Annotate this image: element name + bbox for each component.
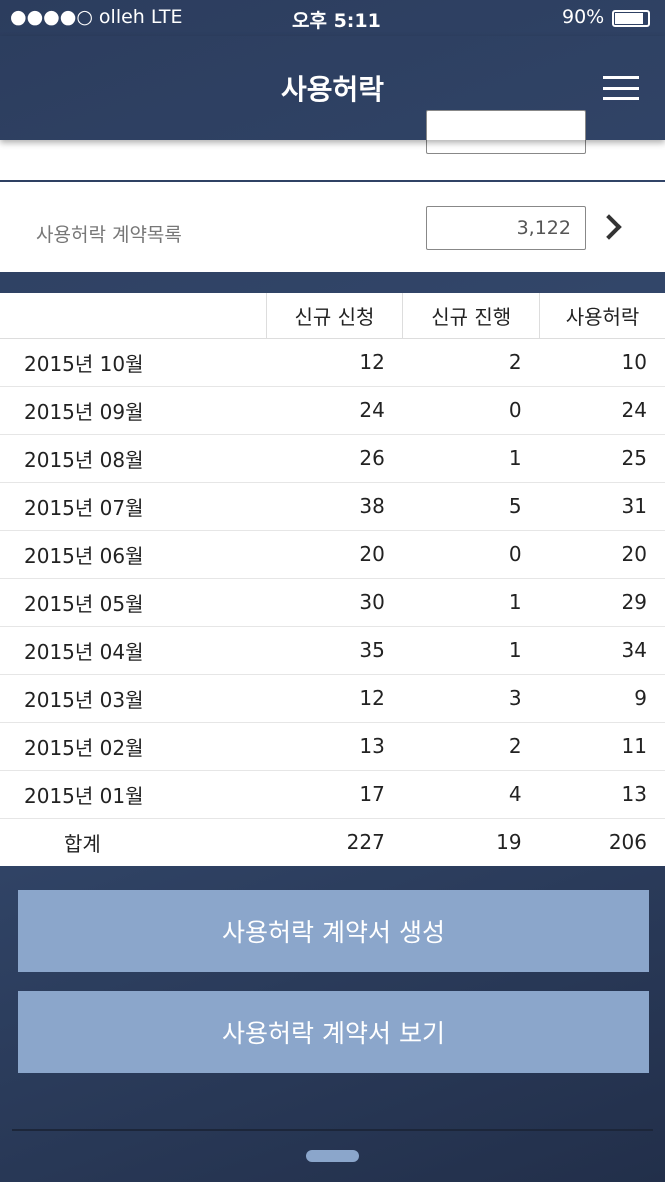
partial-box	[426, 110, 586, 154]
cell-value: 2	[402, 722, 540, 771]
table-row: 2015년 01월 17 4 13	[0, 770, 665, 819]
cell-value: 24	[539, 386, 665, 435]
table-row: 2015년 06월 20 0 20	[0, 530, 665, 579]
cell-value: 35	[266, 626, 403, 675]
view-button[interactable]: 사용허락 계약서 보기	[18, 991, 649, 1073]
column-header: 사용허락	[539, 293, 665, 339]
summary-label: 사용허락 계약목록	[36, 224, 182, 246]
cell-value: 9	[539, 674, 665, 723]
total-value: 206	[608, 830, 647, 855]
row-label: 2015년 10월	[0, 338, 267, 387]
cell-value: 31	[539, 482, 665, 531]
row-label: 2015년 07월	[0, 482, 267, 531]
menu-button[interactable]	[603, 76, 639, 100]
stats-table-wrap: 신규 신청 신규 진행 사용허락 2015년 10월 12 2 10 2015년 09월 24 0…	[0, 293, 665, 866]
battery-icon	[612, 10, 650, 27]
summary-row[interactable]: 사용허락 계약목록 3,122	[0, 182, 665, 272]
nav-header: 사용허락	[0, 36, 665, 140]
table-row: 2015년 02월 13 2 11	[0, 722, 665, 771]
table-row: 2015년 09월 24 0 24	[0, 386, 665, 435]
row-label: 2015년 05월	[0, 578, 267, 627]
cell-value: 30	[266, 578, 403, 627]
cell-value: 4	[402, 770, 540, 819]
table-row: 2015년 07월 38 5 31	[0, 482, 665, 531]
row-label: 2015년 09월	[0, 386, 267, 435]
cell-value: 34	[539, 626, 665, 675]
table-row: 2015년 08월 26 1 25	[0, 434, 665, 483]
cell-value: 25	[539, 434, 665, 483]
cell-value: 1	[402, 626, 540, 675]
table-row: 2015년 04월 35 1 34	[0, 626, 665, 675]
row-label: 2015년 04월	[0, 626, 267, 675]
cell-value: 12	[266, 338, 403, 387]
row-label: 2015년 03월	[0, 674, 267, 723]
row-label: 2015년 01월	[0, 770, 267, 819]
cell-value: 38	[266, 482, 403, 531]
status-bar: ●●●●○ olleh LTE 오후 5:11 90%	[0, 0, 665, 36]
cell-value: 1	[402, 434, 540, 483]
cell-value: 20	[266, 530, 403, 579]
table-row: 2015년 03월 12 3 9	[0, 674, 665, 723]
cell-value: 12	[266, 674, 403, 723]
cell-value: 3	[402, 674, 540, 723]
page-title: 사용허락	[280, 73, 385, 106]
partial-row	[0, 110, 665, 180]
handle[interactable]	[306, 1150, 359, 1162]
cell-value: 5	[402, 482, 540, 531]
cell-value: 1	[402, 578, 540, 627]
table-row: 2015년 05월 30 1 29	[0, 578, 665, 627]
total-value: 19	[496, 830, 522, 855]
stats-table: 신규 신청 신규 진행 사용허락 2015년 10월 12 2 10 2015년 09월 24 0…	[0, 293, 665, 866]
row-label: 2015년 08월	[0, 434, 267, 483]
column-header: 신규 진행	[402, 293, 540, 339]
cell-value: 11	[539, 722, 665, 771]
column-header	[0, 293, 267, 339]
cell-value: 13	[266, 722, 403, 771]
chevron	[596, 214, 622, 240]
table-row: 2015년 10월 12 2 10	[0, 338, 665, 387]
row-label: 2015년 06월	[0, 530, 267, 579]
clock: 오후 5:11	[292, 10, 381, 32]
battery-text: 90%	[562, 6, 605, 28]
cell-value: 26	[266, 434, 403, 483]
cell-value: 29	[539, 578, 665, 627]
summary-value: 3,122	[426, 206, 586, 250]
cell-value: 17	[266, 770, 403, 819]
total-value: 227	[346, 830, 385, 855]
carrier: ●●●●○ olleh LTE	[10, 6, 183, 28]
cell-value: 0	[402, 386, 540, 435]
total-label: 합계	[64, 831, 101, 856]
total-row: 합계 227 19 206	[0, 818, 665, 866]
cell-value: 0	[402, 530, 540, 579]
cell-value: 24	[266, 386, 403, 435]
bottom-divider	[12, 1129, 653, 1131]
cell-value: 20	[539, 530, 665, 579]
cell-value: 10	[539, 338, 665, 387]
cell-value: 13	[539, 770, 665, 819]
create-button[interactable]: 사용허락 계약서 생성	[18, 890, 649, 972]
cell-value: 2	[402, 338, 540, 387]
row-label: 2015년 02월	[0, 722, 267, 771]
column-header: 신규 신청	[265, 293, 403, 339]
